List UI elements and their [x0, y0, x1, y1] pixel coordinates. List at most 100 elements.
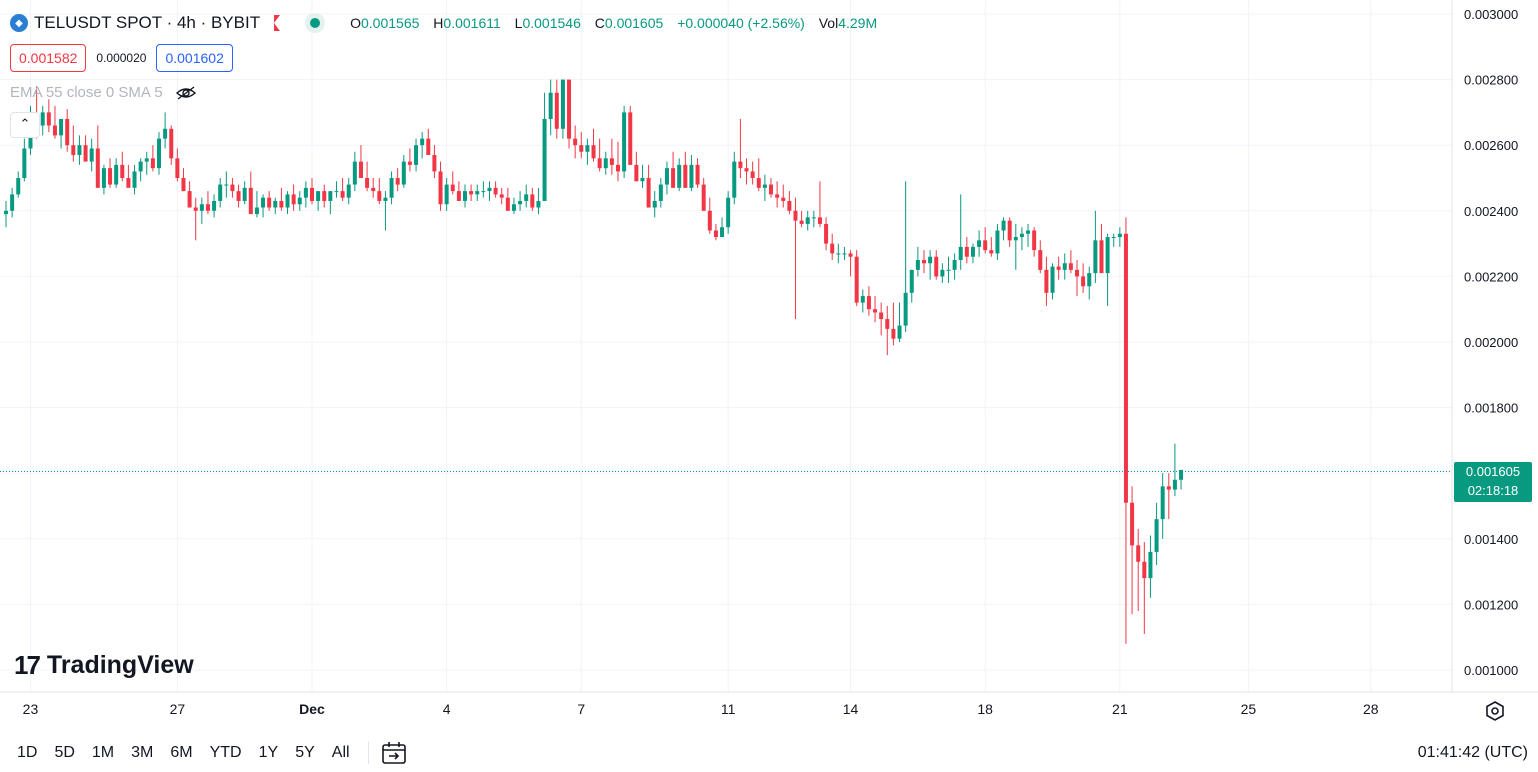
candle: [793, 197, 798, 320]
tradingview-logo[interactable]: 17 TradingView: [14, 650, 194, 681]
candle-body: [236, 191, 241, 201]
candle: [1062, 253, 1067, 280]
candle-body: [71, 145, 76, 156]
candle-body: [493, 187, 498, 195]
candle: [946, 256, 951, 283]
candle-body: [995, 230, 1000, 254]
range-5d-button[interactable]: 5D: [54, 744, 75, 761]
candle-body: [212, 200, 217, 211]
brand-name: TradingView: [46, 651, 194, 679]
bottom-toolbar: 1D 5D 1M 3M 6M YTD 1Y 5Y All 01:41:42 (U…: [0, 734, 1538, 772]
candle-body: [628, 112, 633, 165]
candle: [316, 191, 321, 211]
candle: [248, 171, 253, 215]
candle: [1013, 223, 1018, 270]
candle-body: [328, 191, 333, 201]
candle-body: [1050, 266, 1055, 293]
candle-body: [909, 269, 914, 293]
range-1d-button[interactable]: 1D: [17, 744, 38, 761]
open-value: 0.001565: [361, 15, 420, 31]
range-all-button[interactable]: All: [331, 744, 350, 761]
range-1y-button[interactable]: 1Y: [258, 744, 279, 761]
candle-body: [689, 164, 694, 188]
range-1m-button[interactable]: 1M: [91, 744, 115, 761]
candle: [787, 191, 792, 215]
candle-body: [132, 171, 137, 188]
candle-body: [609, 158, 614, 165]
candle: [340, 178, 345, 201]
collapse-legend-button[interactable]: ⌃: [10, 112, 40, 138]
candle-body: [303, 187, 308, 198]
candle: [671, 151, 676, 188]
candle-body: [279, 200, 284, 208]
indicator-label[interactable]: EMA 55 close 0 SMA 5: [10, 84, 163, 101]
symbol-title[interactable]: TELUSDT SPOT · 4h · BYBIT: [34, 13, 261, 32]
candle-body: [487, 187, 492, 192]
go-to-date-calendar-icon[interactable]: [381, 741, 407, 765]
time-tick-label: 25: [1240, 701, 1257, 717]
candle: [1001, 217, 1006, 241]
candle-body: [1093, 240, 1098, 274]
range-6m-button[interactable]: 6M: [170, 744, 193, 761]
candle: [426, 128, 431, 156]
bid-ask-panel: 0.001582 0.000020 0.001602: [10, 44, 233, 72]
candle: [279, 187, 284, 211]
range-ytd-button[interactable]: YTD: [209, 744, 242, 761]
candle: [1111, 233, 1116, 247]
candle-body: [83, 145, 88, 162]
candle-body: [438, 171, 443, 205]
candle-body: [46, 112, 51, 126]
candle-body: [554, 92, 559, 129]
candle: [591, 128, 596, 162]
indicator-legend[interactable]: EMA 55 close 0 SMA 5: [10, 84, 197, 101]
candles: [4, 79, 1184, 644]
candle: [995, 223, 1000, 260]
price-tick-label: 0.002200: [1464, 269, 1518, 284]
price-tick-label: 0.002600: [1464, 138, 1518, 153]
candle: [542, 92, 547, 201]
candle: [377, 178, 382, 205]
range-5y-button[interactable]: 5Y: [295, 744, 315, 761]
sell-price-button[interactable]: 0.001582: [10, 44, 87, 72]
candle: [383, 191, 388, 231]
candle: [909, 269, 914, 303]
candle-body: [591, 145, 596, 159]
candle-body: [842, 253, 847, 255]
time-tick-label: 11: [720, 701, 736, 717]
time-tick-label: 27: [169, 701, 186, 717]
price-axis[interactable]: 0.003000 0.002800 0.002600 0.002400 0.002200…: [1464, 7, 1518, 678]
price-tick-label: 0.001800: [1464, 401, 1518, 416]
settings-gear-icon[interactable]: [1484, 700, 1506, 722]
candle-body: [756, 178, 761, 188]
utc-clock[interactable]: 01:41:42 (UTC): [1417, 744, 1528, 761]
flag-icon[interactable]: [274, 15, 281, 31]
candle-body: [970, 246, 975, 257]
buy-price-button[interactable]: 0.001602: [156, 44, 233, 72]
candle-body: [1019, 233, 1024, 238]
candle: [475, 184, 480, 201]
price-tick-label: 0.001400: [1464, 532, 1518, 547]
candle: [303, 181, 308, 208]
candle-body: [65, 118, 70, 146]
candle-body: [1087, 273, 1092, 287]
candle: [830, 233, 835, 260]
candle: [750, 161, 755, 185]
candle: [1044, 256, 1049, 306]
bar-countdown: 02:18:18: [1467, 483, 1519, 498]
candle: [1068, 250, 1073, 274]
candle-body: [634, 164, 639, 182]
candle-body: [157, 138, 161, 169]
candle: [726, 191, 731, 234]
market-status-icon[interactable]: [310, 18, 321, 28]
candle: [762, 174, 767, 201]
candle-body: [505, 197, 510, 211]
candle: [866, 286, 871, 316]
range-3m-button[interactable]: 3M: [131, 744, 154, 761]
eye-hidden-icon[interactable]: [175, 85, 197, 101]
candle-body: [652, 200, 657, 208]
candle: [22, 138, 27, 182]
candle-body: [120, 164, 125, 178]
candle-body: [518, 200, 523, 205]
candle: [450, 171, 455, 195]
